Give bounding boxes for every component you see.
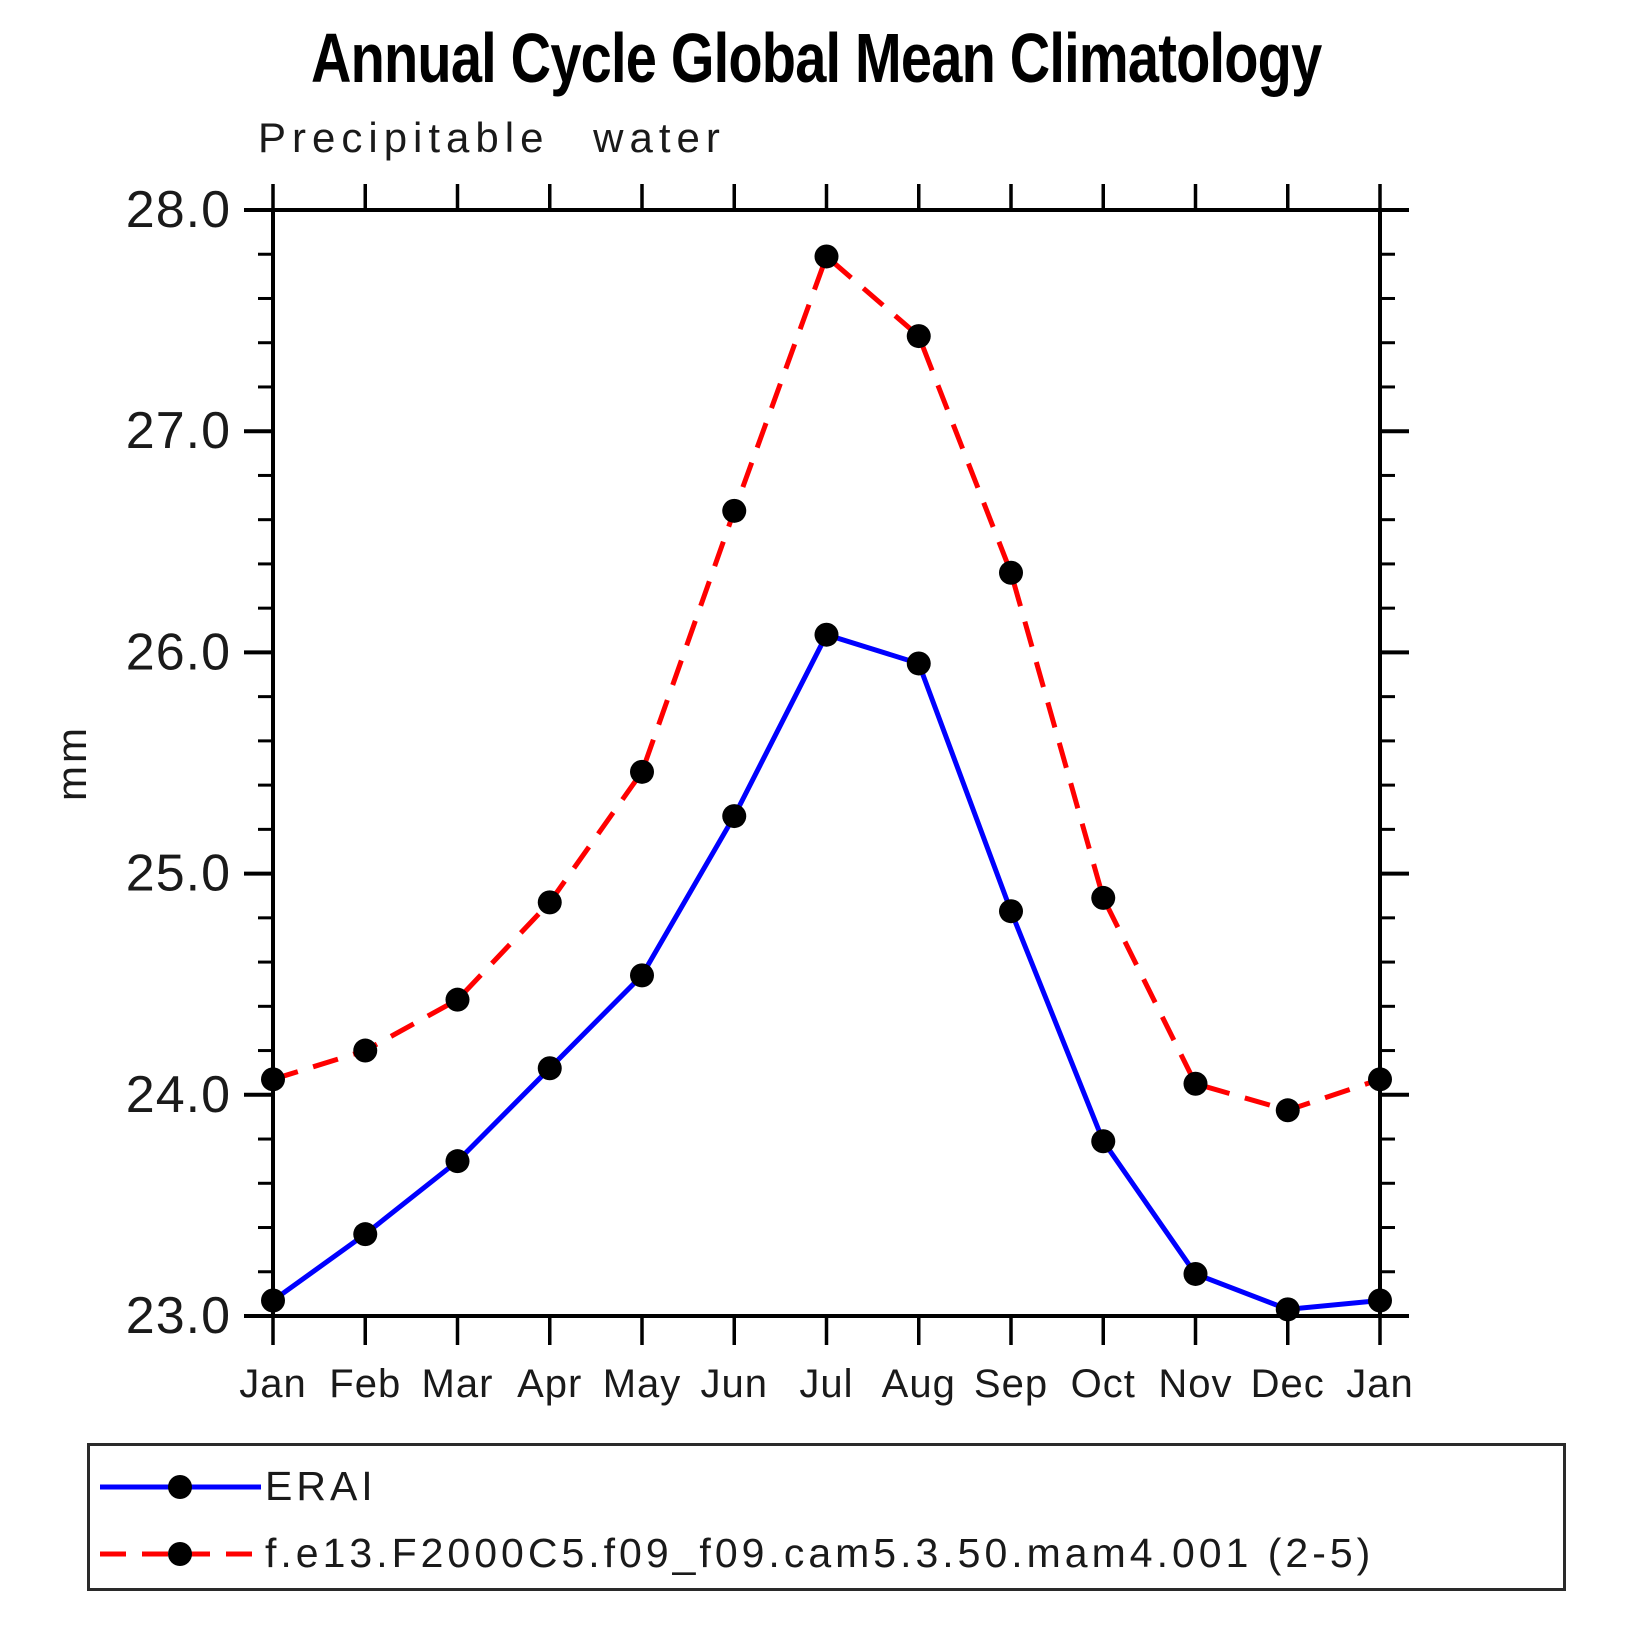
svg-text:Mar: Mar bbox=[422, 1362, 494, 1406]
svg-text:Jan: Jan bbox=[1346, 1362, 1414, 1406]
svg-text:25.0: 25.0 bbox=[126, 845, 231, 903]
svg-text:Jan: Jan bbox=[239, 1362, 307, 1406]
legend-line-dashed-swatch bbox=[100, 1541, 261, 1566]
svg-text:Nov: Nov bbox=[1158, 1362, 1232, 1406]
svg-text:Apr: Apr bbox=[517, 1362, 582, 1406]
svg-text:24.0: 24.0 bbox=[126, 1066, 231, 1124]
legend-label-model: f.e13.F2000C5.f09_f09.cam5.3.50.mam4.001… bbox=[265, 1530, 1375, 1576]
svg-text:May: May bbox=[603, 1362, 682, 1406]
svg-text:Aug: Aug bbox=[882, 1362, 956, 1406]
svg-text:Oct: Oct bbox=[1071, 1362, 1136, 1406]
legend-label-erai: ERAI bbox=[265, 1463, 377, 1509]
svg-text:23.0: 23.0 bbox=[126, 1287, 231, 1345]
svg-text:Dec: Dec bbox=[1251, 1362, 1325, 1406]
svg-text:Sep: Sep bbox=[974, 1362, 1048, 1406]
svg-text:Jul: Jul bbox=[799, 1362, 853, 1406]
legend-box: ERAI f.e13.F2000C5.f09_f09.cam5.3.50.mam… bbox=[87, 1443, 1566, 1591]
chart-subtitle: Precipitable water bbox=[258, 114, 726, 161]
legend-line-solid-swatch bbox=[100, 1474, 261, 1499]
svg-text:26.0: 26.0 bbox=[126, 623, 231, 681]
svg-text:Feb: Feb bbox=[329, 1362, 401, 1406]
legend-item-erai: ERAI bbox=[90, 1453, 1563, 1520]
svg-text:28.0: 28.0 bbox=[126, 181, 231, 239]
svg-text:Jun: Jun bbox=[701, 1362, 769, 1406]
svg-text:27.0: 27.0 bbox=[126, 402, 231, 460]
chart-title: Annual Cycle Global Mean Climatology bbox=[310, 19, 1322, 97]
legend-item-model: f.e13.F2000C5.f09_f09.cam5.3.50.mam4.001… bbox=[90, 1520, 1563, 1587]
